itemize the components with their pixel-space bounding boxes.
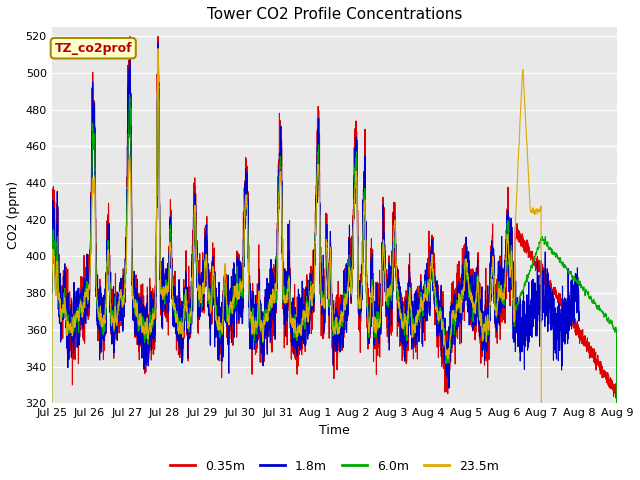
23.5m	[429, 272, 437, 278]
0.35m	[126, 34, 134, 39]
1.8m	[314, 173, 321, 179]
1.8m	[493, 290, 500, 296]
6.0m	[613, 400, 621, 406]
0.35m	[314, 128, 321, 134]
1.8m	[429, 285, 437, 290]
6.0m	[461, 260, 469, 266]
X-axis label: Time: Time	[319, 424, 349, 437]
0.35m	[48, 228, 56, 234]
1.8m	[149, 318, 157, 324]
0.35m	[461, 288, 469, 294]
6.0m	[430, 288, 438, 293]
Text: TZ_co2prof: TZ_co2prof	[54, 42, 132, 55]
Title: Tower CO2 Profile Concentrations: Tower CO2 Profile Concentrations	[207, 7, 462, 22]
6.0m	[612, 327, 620, 333]
6.0m	[314, 164, 321, 170]
Y-axis label: CO2 (ppm): CO2 (ppm)	[7, 181, 20, 249]
Legend: 0.35m, 1.8m, 6.0m, 23.5m: 0.35m, 1.8m, 6.0m, 23.5m	[164, 455, 504, 478]
23.5m	[48, 400, 56, 406]
0.35m	[150, 342, 157, 348]
23.5m	[493, 310, 500, 315]
0.35m	[430, 297, 438, 302]
6.0m	[493, 306, 501, 312]
23.5m	[314, 175, 321, 180]
Line: 1.8m: 1.8m	[52, 43, 579, 388]
1.8m	[48, 240, 56, 246]
1.8m	[461, 264, 468, 269]
0.35m	[613, 398, 621, 404]
23.5m	[461, 268, 468, 274]
Line: 0.35m: 0.35m	[52, 36, 617, 401]
0.35m	[493, 316, 501, 322]
6.0m	[48, 400, 56, 406]
Line: 23.5m: 23.5m	[52, 48, 541, 403]
23.5m	[149, 314, 157, 320]
6.0m	[149, 318, 157, 324]
0.35m	[612, 389, 620, 395]
6.0m	[154, 54, 162, 60]
Line: 6.0m: 6.0m	[52, 57, 617, 403]
